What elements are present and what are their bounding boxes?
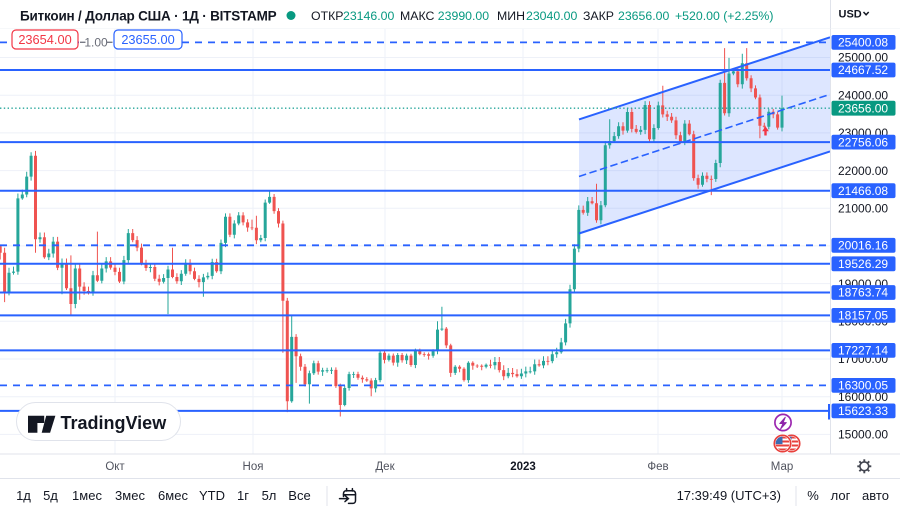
svg-text:20016.16: 20016.16 (838, 239, 888, 253)
svg-text:19526.29: 19526.29 (838, 257, 888, 271)
svg-text:6мес: 6мес (158, 488, 188, 503)
svg-text:%: % (807, 488, 819, 503)
svg-text:24000.00: 24000.00 (838, 88, 888, 102)
svg-text:18157.05: 18157.05 (838, 309, 888, 323)
svg-text:МИН: МИН (497, 9, 525, 23)
svg-text:авто: авто (862, 488, 889, 503)
svg-text:22000.00: 22000.00 (838, 164, 888, 178)
svg-text:1г: 1г (237, 488, 249, 503)
svg-text:1д: 1д (16, 488, 31, 503)
svg-text:лог: лог (831, 488, 851, 503)
svg-text:1мес: 1мес (72, 488, 102, 503)
svg-text:5д: 5д (43, 488, 58, 503)
svg-text:23146.00: 23146.00 (343, 9, 394, 23)
svg-text:Окт: Окт (105, 461, 125, 473)
svg-text:TradingView: TradingView (61, 413, 168, 433)
svg-text:3мес: 3мес (115, 488, 145, 503)
svg-text:17227.14: 17227.14 (838, 344, 888, 358)
svg-text:18763.74: 18763.74 (838, 286, 888, 300)
svg-text:22756.06: 22756.06 (838, 135, 888, 149)
svg-text:5л: 5л (262, 488, 277, 503)
svg-text:Дек: Дек (375, 461, 395, 473)
svg-text:Мар: Мар (771, 461, 794, 473)
svg-text:23040.00: 23040.00 (526, 9, 577, 23)
svg-text:21000.00: 21000.00 (838, 201, 888, 215)
svg-text:+520.00 (+2.25%): +520.00 (+2.25%) (675, 9, 773, 23)
svg-text:15623.33: 15623.33 (838, 404, 888, 418)
svg-text:Ноя: Ноя (243, 461, 264, 473)
svg-text:USD: USD (839, 8, 862, 20)
svg-text:МАКС: МАКС (400, 9, 434, 23)
svg-text:15000.00: 15000.00 (838, 428, 888, 442)
svg-text:ОТКР: ОТКР (311, 9, 343, 23)
svg-text:23654.00: 23654.00 (18, 32, 71, 47)
svg-text:24667.52: 24667.52 (838, 63, 888, 77)
svg-text:23990.00: 23990.00 (438, 9, 489, 23)
svg-text:23656.00: 23656.00 (838, 101, 888, 115)
svg-text:Биткоин / Доллар США · 1Д · BI: Биткоин / Доллар США · 1Д · BITSTAMP (20, 9, 277, 24)
svg-text:17:39:49 (UTC+3): 17:39:49 (UTC+3) (677, 488, 781, 503)
svg-text:23655.00: 23655.00 (121, 32, 174, 47)
svg-text:YTD: YTD (199, 488, 225, 503)
svg-text:25000.00: 25000.00 (838, 51, 888, 65)
svg-text:Фев: Фев (647, 461, 668, 473)
svg-text:23656.00: 23656.00 (618, 9, 669, 23)
svg-text:16300.05: 16300.05 (838, 379, 888, 393)
svg-text:16000.00: 16000.00 (838, 390, 888, 404)
svg-text:25400.08: 25400.08 (838, 36, 888, 50)
svg-text:Все: Все (288, 488, 310, 503)
svg-text:21466.08: 21466.08 (838, 184, 888, 198)
svg-text:1.00: 1.00 (84, 35, 108, 49)
svg-text:ЗАКР: ЗАКР (583, 9, 614, 23)
svg-text:2023: 2023 (510, 461, 536, 473)
